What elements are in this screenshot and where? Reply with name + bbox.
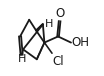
Text: Cl: Cl: [53, 55, 64, 68]
Text: H: H: [17, 54, 26, 64]
Text: H: H: [45, 19, 54, 29]
Polygon shape: [36, 24, 43, 30]
Text: O: O: [55, 7, 64, 20]
Text: OH: OH: [72, 36, 90, 49]
